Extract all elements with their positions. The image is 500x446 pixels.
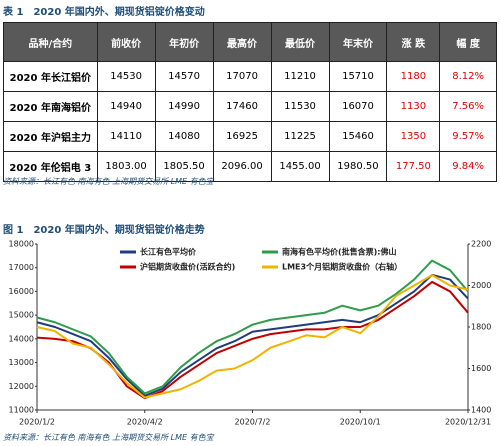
y2-tick-label: 1800 xyxy=(471,323,491,332)
x-tick-label: 2020/7/2 xyxy=(235,418,271,427)
y2-tick-label: 1600 xyxy=(471,364,491,373)
legend-label: 南海有色平均价(批售含票):佛山 xyxy=(282,247,397,257)
table-cell: 1805.50 xyxy=(154,151,214,182)
table-cell: 14080 xyxy=(154,121,214,152)
table-row: 2020 年南海铝价 14940 14990 17460 11530 16070 1130 7… xyxy=(3,91,497,122)
table-cell: 16925 xyxy=(212,121,272,152)
chart: 11000 12000 13000 14000 15000 16000 17000 18000… xyxy=(9,240,492,427)
y2-tick-label: 2200 xyxy=(471,240,491,249)
table-cell: 11530 xyxy=(270,91,330,122)
y-tick-label: 12000 xyxy=(9,382,34,391)
table-cell: 14570 xyxy=(154,61,214,92)
header-cell: 前收价 xyxy=(96,22,156,62)
header-cell: 最低价 xyxy=(270,22,330,62)
header-cell: 最高价 xyxy=(212,22,272,62)
y2-tick-label: 2000 xyxy=(471,281,491,290)
table-cell: 16070 xyxy=(328,91,388,122)
table-cell: 9.57% xyxy=(439,121,497,152)
table-source: 资料来源：长江有色 南海有色 上海期货交易所 LME 有色宝 xyxy=(3,177,214,186)
x-tick-label: 2020/12/31 xyxy=(445,418,491,427)
series-line xyxy=(36,280,469,400)
table-row: 2020 年伦铝电 3 1803.00 1805.50 2096.00 1455.00 1… xyxy=(3,151,497,182)
table-cell: 9.84% xyxy=(439,151,497,182)
table-cell: 1180 xyxy=(386,61,441,92)
table-cell: 17460 xyxy=(212,91,272,122)
y-tick-label: 11000 xyxy=(9,406,34,415)
table-cell: 14530 xyxy=(96,61,156,92)
table-cell: 7.56% xyxy=(439,91,497,122)
series-line xyxy=(36,274,469,399)
table-cell: 2096.00 xyxy=(212,151,272,182)
header-cell: 幅 度 xyxy=(439,22,497,62)
table-cell: 2020 年伦铝电 3 xyxy=(3,151,98,182)
y-tick-label: 13000 xyxy=(9,358,34,367)
table-row: 2020 年沪铝主力 14110 14080 16925 11225 15460 1350 9… xyxy=(3,121,497,152)
table-cell: 1455.00 xyxy=(270,151,330,182)
legend-label: LME3个月铝期货收盘价（右轴） xyxy=(282,262,402,272)
table-cell: 14990 xyxy=(154,91,214,122)
x-tick-label: 2020/1/2 xyxy=(19,418,55,427)
y-tick-label: 15000 xyxy=(9,311,34,320)
table-cell: 11225 xyxy=(270,121,330,152)
table-cell: 14110 xyxy=(96,121,156,152)
header-cell: 年初价 xyxy=(154,22,214,62)
y2-tick-label: 1400 xyxy=(471,406,491,415)
header-cell: 年末价 xyxy=(328,22,388,62)
legend-label: 长江有色平均价 xyxy=(140,247,197,257)
table-cell: 8.12% xyxy=(439,61,497,92)
table-cell: 14940 xyxy=(96,91,156,122)
table-cell: 17070 xyxy=(212,61,272,92)
table-title: 表 1 2020 年国内外、期现货铝锭价格变动 xyxy=(3,7,205,18)
y-tick-label: 16000 xyxy=(9,287,34,296)
table-cell: 2020 年沪铝主力 xyxy=(3,121,98,152)
series-line xyxy=(36,273,469,397)
legend-label: 沪铝期货收盘价(活跃合约) xyxy=(140,262,235,272)
chart-source: 资料来源：长江有色 南海有色 上海期货交易所 LME 有色宝 xyxy=(3,433,214,442)
table-cell: 15460 xyxy=(328,121,388,152)
table-cell: 15710 xyxy=(328,61,388,92)
table-cell: 1130 xyxy=(386,91,441,122)
x-tick-label: 2020/10/1 xyxy=(340,418,381,427)
table-cell: 11210 xyxy=(270,61,330,92)
table-cell: 2020 年南海铝价 xyxy=(3,91,98,122)
header-row: 品种/合约 前收价 年初价 最高价 最低价 年末价涨 跌幅 度 xyxy=(3,22,497,62)
series-line xyxy=(36,259,469,395)
y-tick-label: 18000 xyxy=(9,240,34,249)
price-table: 品种/合约 前收价 年初价 最高价 最低价 年末价涨 跌幅 度 2020 年长江铝价 1453… xyxy=(3,22,497,182)
table-cell: 1350 xyxy=(386,121,441,152)
table-cell: 177.50 xyxy=(386,151,441,182)
y-tick-label: 17000 xyxy=(9,263,34,272)
chart-title: 图 1 2020 年国内外、期现货铝锭价格走势 xyxy=(3,225,205,236)
y-tick-label: 14000 xyxy=(9,334,34,343)
header-cell: 品种/合约 xyxy=(3,22,98,62)
table-row: 2020 年长江铝价 14530 14570 17070 11210 15710 1180 8… xyxy=(3,61,497,92)
x-tick-label: 2020/4/2 xyxy=(127,418,163,427)
table-cell: 2020 年长江铝价 xyxy=(3,61,98,92)
header-cell: 涨 跌 xyxy=(386,22,441,62)
table-cell: 1980.50 xyxy=(328,151,388,182)
